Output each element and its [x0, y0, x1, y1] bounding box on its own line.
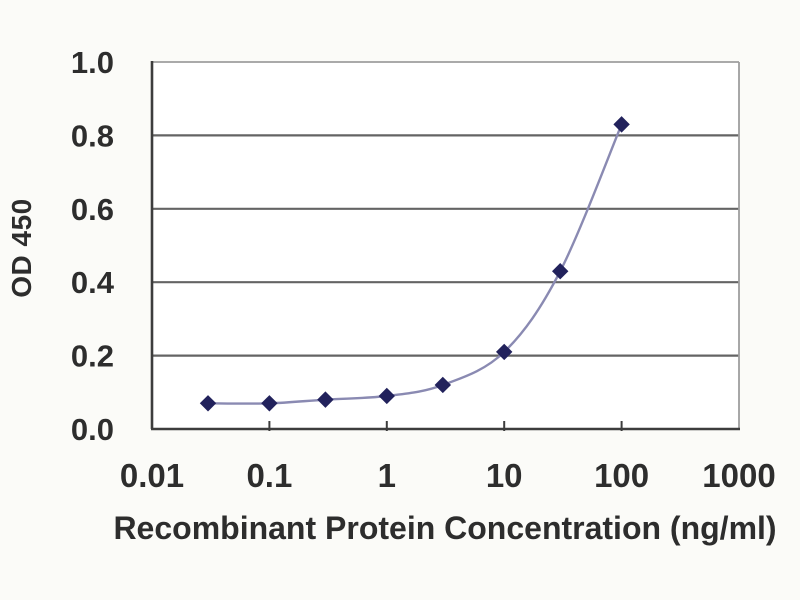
data-point-marker [378, 387, 396, 405]
y-tick-label: 0.0 [71, 412, 114, 447]
data-point-marker [552, 262, 569, 280]
data-point-marker [199, 395, 217, 412]
y-axis-title: OD 450 [6, 198, 37, 298]
data-point-marker [261, 395, 278, 412]
data-point-marker [495, 343, 513, 361]
y-tick-label: 0.2 [71, 339, 114, 374]
plot-area [152, 62, 739, 429]
y-tick-label: 0.6 [71, 192, 114, 227]
x-tick-label: 0.1 [246, 457, 292, 494]
x-tick-label: 1 [378, 457, 396, 494]
data-point-marker [317, 391, 334, 408]
y-tick-label: 0.8 [71, 118, 114, 153]
y-tick-label: 1.0 [71, 45, 114, 80]
data-point-marker [613, 116, 630, 133]
x-tick-label: 0.01 [120, 457, 184, 494]
x-tick-label: 1000 [702, 457, 775, 494]
x-tick-label: 10 [486, 457, 523, 494]
y-tick-label: 0.4 [71, 265, 115, 300]
x-axis-title: Recombinant Protein Concentration (ng/ml… [113, 510, 777, 546]
x-tick-label: 100 [594, 457, 649, 494]
data-point-marker [434, 376, 452, 394]
